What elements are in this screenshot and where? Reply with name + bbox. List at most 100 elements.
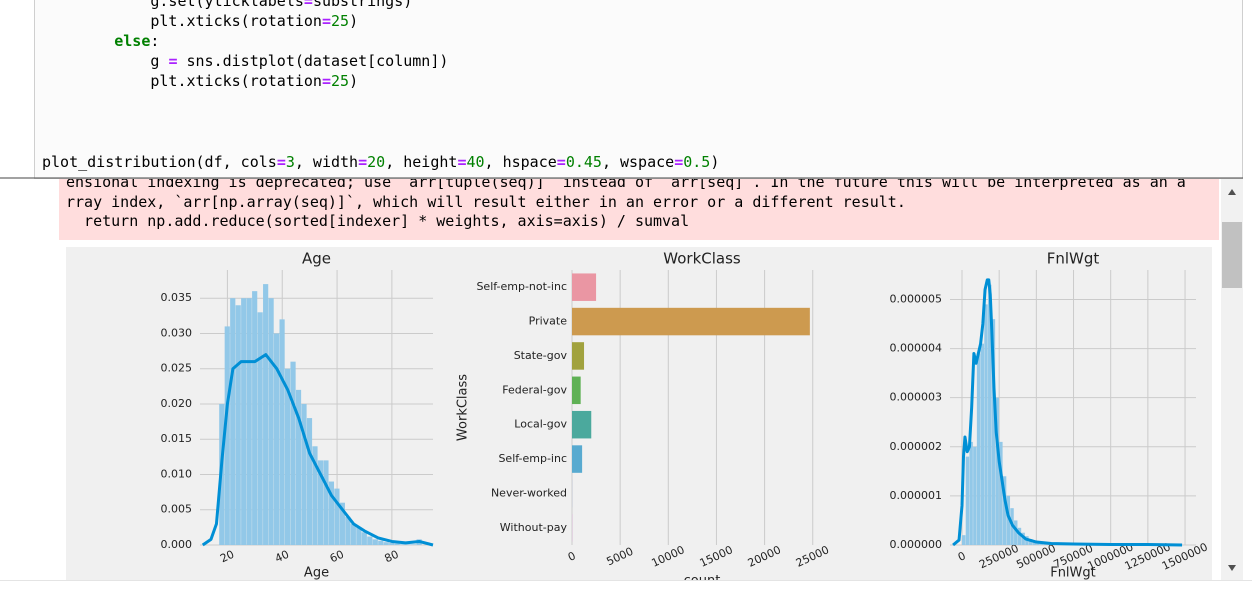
y-tick-label: 0.000004 [890,342,943,355]
code-token: : [150,32,159,50]
code-token: = [674,153,683,171]
code-token: = [557,153,566,171]
code-line: plt.xticks(rotation=25) [42,11,358,31]
output-area: ensional indexing is deprecated; use `ar… [0,179,1221,580]
histogram-bar [290,362,295,545]
chart-title: Age [302,250,331,268]
warning-box: ensional indexing is deprecated; use `ar… [59,179,1219,240]
bar [572,377,581,405]
y-tick-label: Federal-gov [502,383,567,396]
warning-line: rray index, `arr[np.array(seq)]`, which … [66,192,906,212]
code-token: g.set(yticklabels [42,0,304,10]
y-tick-label: Private [529,315,568,328]
y-tick-label: 0.000 [161,538,193,551]
y-tick-label: Local-gov [514,418,567,431]
code-token: plot_distribution(df, cols [42,153,277,171]
histogram-bar [373,539,378,545]
y-tick-label: Self-emp-inc [498,452,567,465]
histogram-bar [981,344,984,545]
code-token: = [322,12,331,30]
histogram-bar [406,544,411,545]
y-tick-label: 0.025 [161,362,193,375]
histogram-bar [969,442,972,545]
warning-line: ensional indexing is deprecated; use `ar… [66,179,1186,192]
y-tick-label: 0.000003 [890,391,943,404]
histogram-bar [984,304,987,545]
x-tick-label: 0 [566,549,578,564]
histogram-bar [269,298,274,545]
x-tick-label: 25000 [794,543,831,570]
histogram-bar [384,542,389,545]
histogram-bar [962,535,965,545]
code-cell[interactable]: g.set(yticklabels=substrings) plt.xticks… [34,0,1243,179]
y-tick-label: Without-pay [500,521,568,534]
code-token: else [114,32,150,50]
histogram-bar [236,305,241,545]
histogram-bar [307,418,312,545]
histogram-bar [367,537,372,545]
code-token: 0.45 [566,153,602,171]
y-tick-label: Self-emp-not-inc [476,280,567,293]
bar [572,308,810,336]
code-line: g = sns.distplot(dataset[column]) [42,51,448,71]
histogram-bar [323,460,328,545]
code-token: = [304,0,313,10]
code-token: substrings) [313,0,412,10]
code-token: ) [349,12,358,30]
x-tick-label: 250000 [977,542,1021,572]
code-line: else: [42,31,159,51]
code-token: plt.xticks(rotation [42,12,322,30]
x-tick-label: 15000 [698,543,735,570]
x-tick-label: 80 [383,548,401,566]
code-token: 25 [331,72,349,90]
scroll-up[interactable] [1228,189,1236,195]
x-tick-label: 10000 [649,543,686,570]
histogram-bar [351,524,356,545]
x-tick-label: 20 [218,548,236,566]
histogram-bar [263,284,268,545]
code-token: 20 [367,153,385,171]
histogram-bar [400,544,405,545]
code-token: sns.distplot(dataset[column]) [177,52,448,70]
x-tick-label: 60 [328,548,346,566]
histogram-bar [378,541,383,545]
histogram-bar [389,543,394,545]
code-token: g [42,52,168,70]
y-tick-label: Never-worked [491,486,567,499]
warning-line: return np.add.reduce(sorted[indexer] * w… [66,211,689,231]
code-line: plt.xticks(rotation=25) [42,71,358,91]
y-tick-label: 0.015 [161,432,193,445]
bar [572,342,584,370]
code-token: ) [710,153,719,171]
histogram-bar [247,298,252,545]
code-token: = [358,153,367,171]
page-footer [0,580,1252,602]
x-tick-label: 5000 [605,545,636,569]
x-tick-label: 40 [273,548,291,566]
code-token: = [322,72,331,90]
code-token: , height [385,153,457,171]
y-tick-label: 0.030 [161,326,193,339]
y-axis-label: WorkClass [456,374,471,441]
scrollbar[interactable] [1221,179,1243,580]
x-tick-label: 20000 [746,543,783,570]
x-tick-label: 0 [956,549,968,564]
code-token: , width [295,153,358,171]
code-token: plt.xticks(rotation [42,72,322,90]
bar [572,445,582,473]
y-tick-label: 0.000005 [890,292,943,305]
histogram-bar [334,489,339,545]
scroll-thumb[interactable] [1222,222,1242,288]
histogram-bar [966,457,969,545]
histogram-bar [252,291,257,545]
histogram-bar [977,353,980,545]
code-token: 3 [286,153,295,171]
histogram-bar [241,298,246,545]
scroll-down[interactable] [1228,565,1236,571]
histogram-bar [395,544,400,545]
code-token: , hspace [485,153,557,171]
y-tick-label: 0.020 [161,397,193,410]
code-token: = [277,153,286,171]
code-token [42,32,114,50]
